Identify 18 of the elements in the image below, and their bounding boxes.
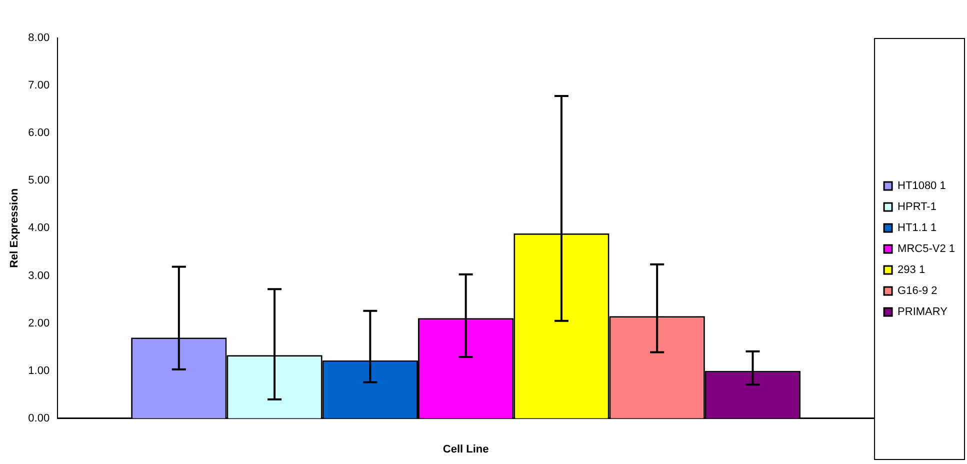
y-tick-label: 5.00	[28, 174, 50, 187]
y-tick-label: 2.00	[28, 317, 50, 330]
legend-label: HT1080 1	[898, 180, 946, 192]
y-tick-label: 0.00	[28, 412, 50, 424]
y-tick-label: 1.00	[28, 364, 50, 377]
legend-label: G16-9 2	[898, 285, 938, 298]
y-tick-label: 8.00	[28, 32, 50, 44]
y-tick-label: 7.00	[28, 80, 50, 92]
legend-label: HPRT-1	[898, 201, 936, 214]
y-tick-label: 6.00	[28, 127, 50, 140]
legend-label: HT1.1 1	[898, 222, 937, 234]
x-axis-title: Cell Line	[442, 443, 489, 456]
legend-label: PRIMARY	[898, 306, 948, 318]
legend-label: MRC5-V2 1	[898, 243, 956, 256]
y-axis-title: Rel Expression	[8, 188, 21, 268]
y-tick-label: 4.00	[28, 222, 50, 234]
legend-label: 293 1	[898, 264, 926, 276]
y-tick-label: 3.00	[28, 270, 50, 282]
